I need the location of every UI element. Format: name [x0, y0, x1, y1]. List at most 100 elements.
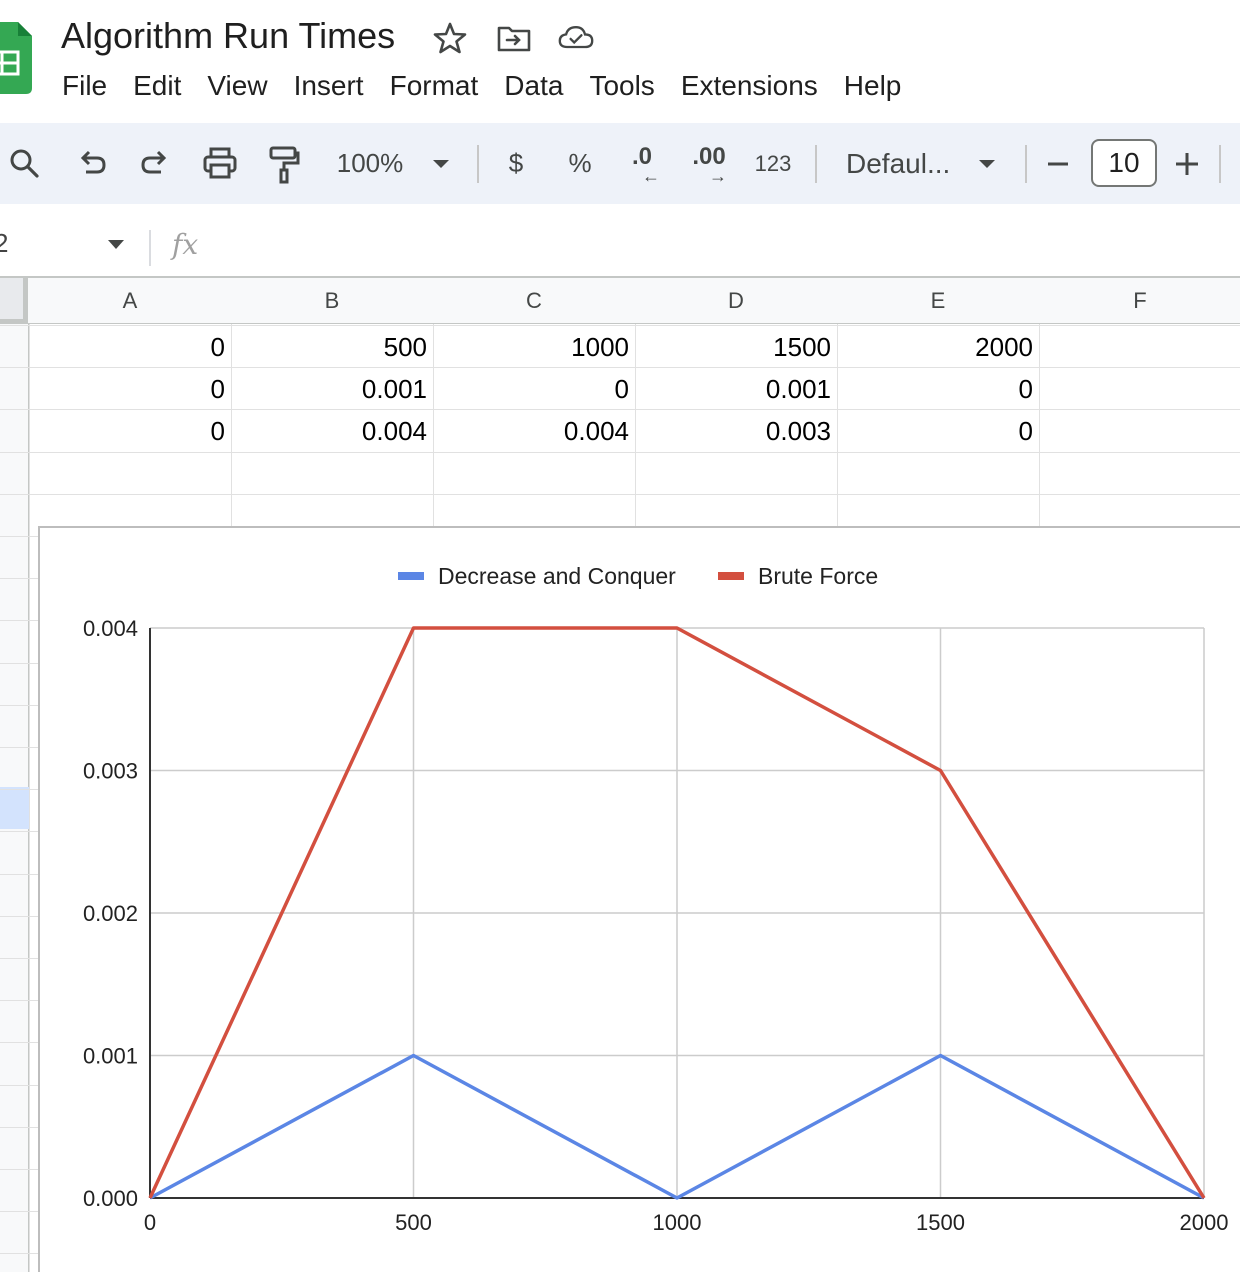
- series-line-decrease-and-conquer: [149, 1053, 1205, 1200]
- select-all-corner[interactable]: [0, 278, 28, 324]
- column-header-e[interactable]: E: [930, 288, 946, 313]
- minus-icon[interactable]: [1044, 123, 1072, 204]
- menu-tools[interactable]: Tools: [589, 70, 655, 101]
- zoom-select[interactable]: 100%: [336, 148, 404, 178]
- name-box[interactable]: 2: [0, 228, 9, 258]
- series-line-brute-force: [148, 626, 1206, 1199]
- column-header-c[interactable]: C: [526, 288, 542, 313]
- menu-insert[interactable]: Insert: [293, 70, 364, 101]
- menu-format[interactable]: Format: [389, 70, 479, 101]
- column-gridline: [231, 278, 232, 526]
- legend-label: Decrease and Conquer: [438, 563, 676, 589]
- cell-c3[interactable]: 0.004: [563, 416, 629, 447]
- font-family-select[interactable]: Defaul...: [846, 147, 951, 179]
- cell-c2[interactable]: 0: [614, 374, 629, 405]
- cell-f1[interactable]: [1039, 325, 1240, 367]
- undo-icon[interactable]: [74, 123, 110, 204]
- number-format-button[interactable]: 123: [754, 150, 792, 176]
- column-header-row: [0, 276, 1240, 324]
- cell-b1[interactable]: 500: [383, 332, 427, 362]
- fx-icon: fx: [172, 228, 199, 261]
- cell-a2[interactable]: 0: [210, 374, 225, 405]
- toolbar: 100% $ % .0 ← .00 → 123 Defaul...: [0, 123, 1240, 204]
- menu-edit[interactable]: Edit: [133, 70, 182, 101]
- legend-label: Brute Force: [758, 563, 878, 589]
- menu-bar: File Edit View Insert Format Data Tools …: [49, 66, 914, 106]
- cell-a3[interactable]: 0: [210, 416, 225, 447]
- column-header-f[interactable]: F: [1133, 288, 1147, 313]
- currency-format-button[interactable]: $: [508, 148, 524, 178]
- cell-c1[interactable]: 1000: [571, 332, 629, 362]
- increase-decimal-label: .00: [692, 142, 726, 170]
- percent-format-button[interactable]: %: [568, 148, 592, 178]
- search-icon[interactable]: [6, 123, 42, 204]
- arrow-left-icon: ←: [642, 165, 660, 186]
- cell-e1[interactable]: 2000: [975, 332, 1033, 362]
- row-gridline: [0, 409, 1240, 411]
- line-chart[interactable]: 0.000 0.001 0.002 0.003 0.004 0 500 1000 1500 200…: [38, 526, 1240, 1272]
- cloud-saved-icon[interactable]: [558, 20, 594, 56]
- column-gridline: [837, 278, 838, 526]
- print-icon[interactable]: [200, 123, 240, 204]
- star-icon[interactable]: [432, 20, 468, 56]
- menu-file[interactable]: File: [62, 70, 108, 101]
- cell-e2[interactable]: 0: [1018, 374, 1033, 405]
- column-gridline: [433, 278, 434, 526]
- cell-b2[interactable]: 0.001: [361, 374, 427, 405]
- chart-canvas: 0.000 0.001 0.002 0.003 0.004 0 500 1000 1500 200…: [83, 563, 1229, 1235]
- row-gridline: [0, 367, 1240, 369]
- cell-d3[interactable]: 0.003: [765, 416, 831, 447]
- menu-data[interactable]: Data: [504, 70, 564, 101]
- y-tick-label: 0.003: [83, 759, 138, 784]
- cell-d2[interactable]: 0.001: [765, 374, 831, 405]
- decrease-decimal-label: .0: [631, 142, 652, 170]
- document-title[interactable]: Algorithm Run Times: [61, 15, 396, 56]
- toolbar-separator: [477, 145, 479, 183]
- cell-f2[interactable]: [1039, 367, 1240, 409]
- legend-swatch: [718, 572, 744, 580]
- y-tick-label: 0.002: [83, 901, 138, 926]
- y-tick-label: 0.004: [83, 616, 138, 641]
- column-header-a[interactable]: A: [122, 288, 138, 313]
- selected-row-header[interactable]: [0, 787, 29, 829]
- row-gridline: [0, 451, 1240, 453]
- y-tick-label: 0.000: [83, 1186, 138, 1211]
- plus-icon[interactable]: [1172, 123, 1202, 204]
- increase-decimal-button[interactable]: .00 →: [684, 123, 734, 204]
- y-tick-label: 0.001: [83, 1044, 138, 1069]
- menu-help[interactable]: Help: [843, 70, 902, 101]
- column-gridline: [29, 278, 30, 1272]
- row-gridline: [0, 325, 1240, 326]
- cell-d1[interactable]: 1500: [773, 332, 831, 362]
- menu-view[interactable]: View: [207, 70, 268, 101]
- row-gridline: [0, 493, 1240, 495]
- column-header-b[interactable]: B: [324, 288, 340, 313]
- column-gridline: [635, 278, 636, 526]
- legend-swatch: [398, 572, 424, 580]
- cell-f3[interactable]: [1039, 409, 1240, 451]
- x-tick-label: 500: [395, 1210, 432, 1235]
- formula-input[interactable]: [220, 226, 1220, 270]
- menu-extensions[interactable]: Extensions: [680, 70, 818, 101]
- toolbar-separator: [1025, 145, 1027, 183]
- move-to-folder-icon[interactable]: [496, 20, 532, 56]
- cell-b3[interactable]: 0.004: [361, 416, 427, 447]
- x-tick-label: 1500: [916, 1210, 965, 1235]
- column-gridline: [1039, 278, 1040, 526]
- name-box-dropdown-icon[interactable]: [108, 240, 124, 249]
- x-tick-label: 0: [144, 1210, 156, 1235]
- sheets-logo-icon[interactable]: [0, 22, 32, 94]
- paint-format-icon[interactable]: [266, 123, 302, 204]
- cell-e3[interactable]: 0: [1018, 416, 1033, 447]
- x-tick-label: 2000: [1180, 1210, 1229, 1235]
- decrease-decimal-button[interactable]: .0 ←: [620, 123, 664, 204]
- cell-a1[interactable]: 0: [210, 332, 225, 362]
- zoom-dropdown-icon[interactable]: [430, 123, 452, 204]
- font-size-input[interactable]: 10: [1091, 139, 1157, 187]
- column-header-d[interactable]: D: [728, 288, 744, 313]
- toolbar-separator: [815, 145, 817, 183]
- redo-icon[interactable]: [137, 123, 173, 204]
- arrow-right-icon: →: [709, 165, 727, 186]
- formula-bar-separator: [149, 230, 151, 266]
- font-dropdown-icon[interactable]: [976, 123, 998, 204]
